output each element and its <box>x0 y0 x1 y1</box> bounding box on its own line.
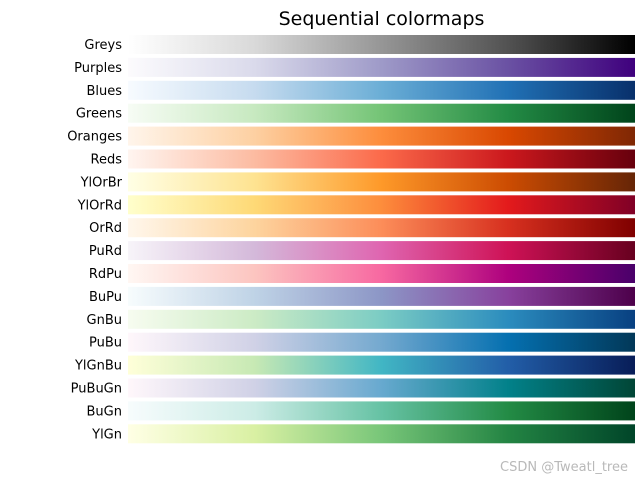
colormap-label-purd: PuRd <box>89 244 122 259</box>
colormap-label-greys: Greys <box>84 38 122 53</box>
colormap-label-ylorrd: YlOrRd <box>77 198 122 213</box>
colormap-bar-purples <box>128 57 635 77</box>
colormap-bar-ylorbr <box>128 172 635 192</box>
colormap-bar-ylgnbu <box>128 355 635 375</box>
colormap-label-oranges: Oranges <box>67 130 122 145</box>
colormap-bar-purd <box>128 241 635 261</box>
colormap-label-ylorbr: YlOrBr <box>80 175 123 190</box>
colormap-label-ylgnbu: YlGnBu <box>74 359 122 374</box>
colormap-bar-oranges <box>128 126 635 146</box>
colormap-label-bupu: BuPu <box>89 290 122 305</box>
colormap-bar-rdpu <box>128 264 635 283</box>
colormap-bar-greys <box>128 35 635 54</box>
colormap-bar-ylorrd <box>128 195 635 215</box>
colormap-label-blues: Blues <box>86 84 122 99</box>
colormap-bar-orrd <box>128 218 635 238</box>
colormap-bar-bugn <box>128 401 635 421</box>
chart-title: Sequential colormaps <box>278 8 485 30</box>
colormap-bar-pubu <box>128 332 635 352</box>
colormap-bar-bupu <box>128 286 635 306</box>
colormap-label-bugn: BuGn <box>87 404 122 419</box>
colormap-bar-reds <box>128 149 635 169</box>
colormap-label-gnbu: GnBu <box>87 313 122 328</box>
colormap-bar-ylgn <box>128 424 635 444</box>
colormap-label-ylgn: YlGn <box>91 427 122 442</box>
colormap-bar-blues <box>128 80 635 100</box>
colormap-bar-greens <box>128 103 635 123</box>
colormap-label-pubu: PuBu <box>89 336 122 351</box>
colormap-label-reds: Reds <box>91 153 123 168</box>
colormap-bar-pubugn <box>128 378 635 398</box>
colormap-label-rdpu: RdPu <box>89 267 122 282</box>
colormap-label-purples: Purples <box>74 61 122 76</box>
colormap-bar-gnbu <box>128 309 635 329</box>
colormap-label-orrd: OrRd <box>89 221 122 236</box>
watermark: CSDN @Tweatl_tree <box>500 460 628 475</box>
colormap-label-pubugn: PuBuGn <box>71 382 122 397</box>
colormap-label-greens: Greens <box>76 107 122 122</box>
